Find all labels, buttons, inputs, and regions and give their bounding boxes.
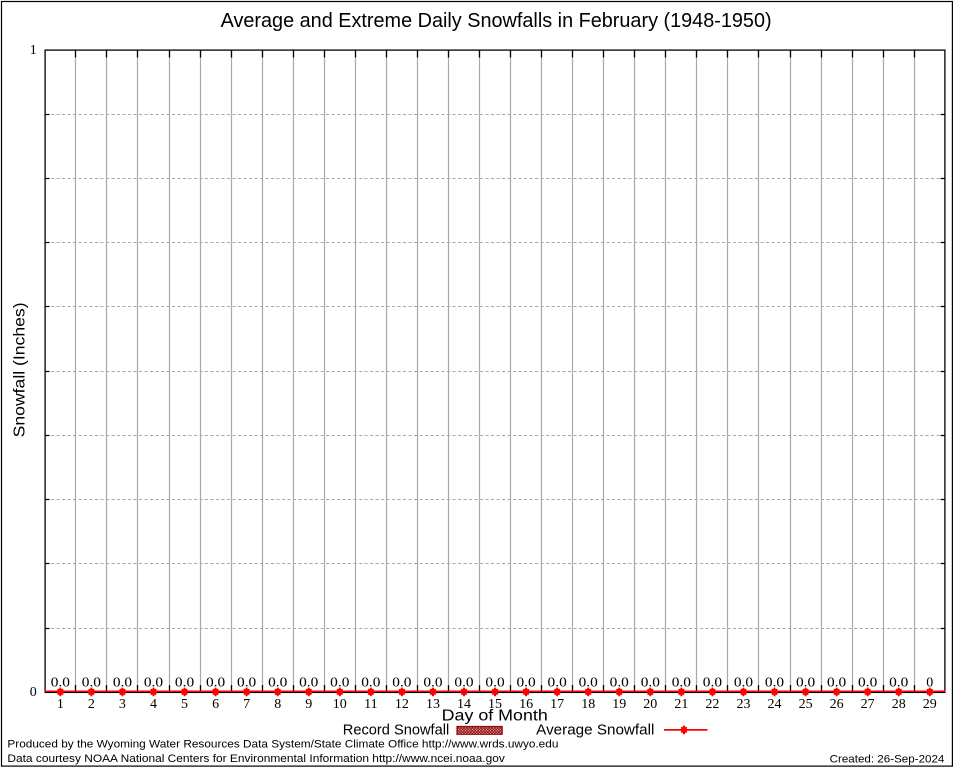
svg-text:0: 0 bbox=[30, 685, 37, 700]
svg-text:0.0: 0.0 bbox=[672, 676, 691, 691]
svg-text:0.0: 0.0 bbox=[889, 676, 908, 691]
svg-text:27: 27 bbox=[861, 697, 875, 712]
svg-text:1: 1 bbox=[30, 43, 37, 58]
svg-text:29: 29 bbox=[923, 697, 937, 712]
svg-text:0.0: 0.0 bbox=[361, 676, 380, 691]
svg-text:7: 7 bbox=[243, 697, 250, 712]
svg-text:Snowfall (Inches): Snowfall (Inches) bbox=[12, 302, 29, 437]
svg-text:0.0: 0.0 bbox=[548, 676, 567, 691]
svg-text:16: 16 bbox=[519, 697, 533, 712]
svg-text:0.0: 0.0 bbox=[51, 676, 70, 691]
svg-text:0.0: 0.0 bbox=[858, 676, 877, 691]
svg-text:0.0: 0.0 bbox=[517, 676, 536, 691]
svg-text:0.0: 0.0 bbox=[392, 676, 411, 691]
svg-text:11: 11 bbox=[364, 697, 377, 712]
svg-text:0: 0 bbox=[926, 676, 933, 691]
svg-text:23: 23 bbox=[736, 697, 750, 712]
svg-text:Produced by the Wyoming Water: Produced by the Wyoming Water Resources … bbox=[7, 738, 558, 750]
svg-text:Average Snowfall: Average Snowfall bbox=[536, 722, 654, 739]
svg-text:0.0: 0.0 bbox=[175, 676, 194, 691]
svg-text:0.0: 0.0 bbox=[641, 676, 660, 691]
svg-text:Data courtesy NOAA National Ce: Data courtesy NOAA National Centers for … bbox=[7, 753, 505, 765]
svg-text:26: 26 bbox=[830, 697, 844, 712]
svg-text:0.0: 0.0 bbox=[827, 676, 846, 691]
svg-text:15: 15 bbox=[488, 697, 502, 712]
svg-text:12: 12 bbox=[395, 697, 409, 712]
svg-text:20: 20 bbox=[643, 697, 657, 712]
svg-text:14: 14 bbox=[457, 697, 471, 712]
svg-text:0.0: 0.0 bbox=[485, 676, 504, 691]
svg-text:Average and Extreme Daily Snow: Average and Extreme Daily Snowfalls in F… bbox=[221, 10, 772, 32]
svg-text:0.0: 0.0 bbox=[206, 676, 225, 691]
svg-text:0.0: 0.0 bbox=[734, 676, 753, 691]
svg-text:0.0: 0.0 bbox=[703, 676, 722, 691]
svg-text:28: 28 bbox=[892, 697, 906, 712]
svg-text:17: 17 bbox=[550, 697, 564, 712]
svg-text:0.0: 0.0 bbox=[610, 676, 629, 691]
svg-text:Day of Month: Day of Month bbox=[442, 708, 548, 725]
svg-text:4: 4 bbox=[150, 697, 157, 712]
svg-text:2: 2 bbox=[88, 697, 95, 712]
svg-text:6: 6 bbox=[212, 697, 219, 712]
svg-text:8: 8 bbox=[274, 697, 281, 712]
svg-text:0.0: 0.0 bbox=[299, 676, 318, 691]
svg-text:0.0: 0.0 bbox=[579, 676, 598, 691]
svg-text:0.0: 0.0 bbox=[237, 676, 256, 691]
svg-text:9: 9 bbox=[305, 697, 312, 712]
svg-text:0.0: 0.0 bbox=[454, 676, 473, 691]
svg-text:Record Snowfall: Record Snowfall bbox=[343, 722, 449, 739]
svg-text:0.0: 0.0 bbox=[423, 676, 442, 691]
svg-text:22: 22 bbox=[705, 697, 719, 712]
svg-text:0.0: 0.0 bbox=[113, 676, 132, 691]
svg-text:13: 13 bbox=[426, 697, 440, 712]
svg-text:18: 18 bbox=[581, 697, 595, 712]
svg-text:3: 3 bbox=[119, 697, 126, 712]
svg-text:25: 25 bbox=[799, 697, 813, 712]
svg-text:0.0: 0.0 bbox=[765, 676, 784, 691]
svg-text:Created: 26-Sep-2024: Created: 26-Sep-2024 bbox=[830, 753, 945, 765]
svg-text:0.0: 0.0 bbox=[82, 676, 101, 691]
svg-text:0.0: 0.0 bbox=[796, 676, 815, 691]
svg-text:10: 10 bbox=[333, 697, 347, 712]
svg-text:0.0: 0.0 bbox=[330, 676, 349, 691]
svg-text:21: 21 bbox=[674, 697, 688, 712]
svg-text:19: 19 bbox=[612, 697, 626, 712]
svg-text:0.0: 0.0 bbox=[268, 676, 287, 691]
svg-text:0.0: 0.0 bbox=[144, 676, 163, 691]
svg-text:1: 1 bbox=[57, 697, 64, 712]
svg-text:5: 5 bbox=[181, 697, 188, 712]
svg-text:24: 24 bbox=[768, 697, 782, 712]
